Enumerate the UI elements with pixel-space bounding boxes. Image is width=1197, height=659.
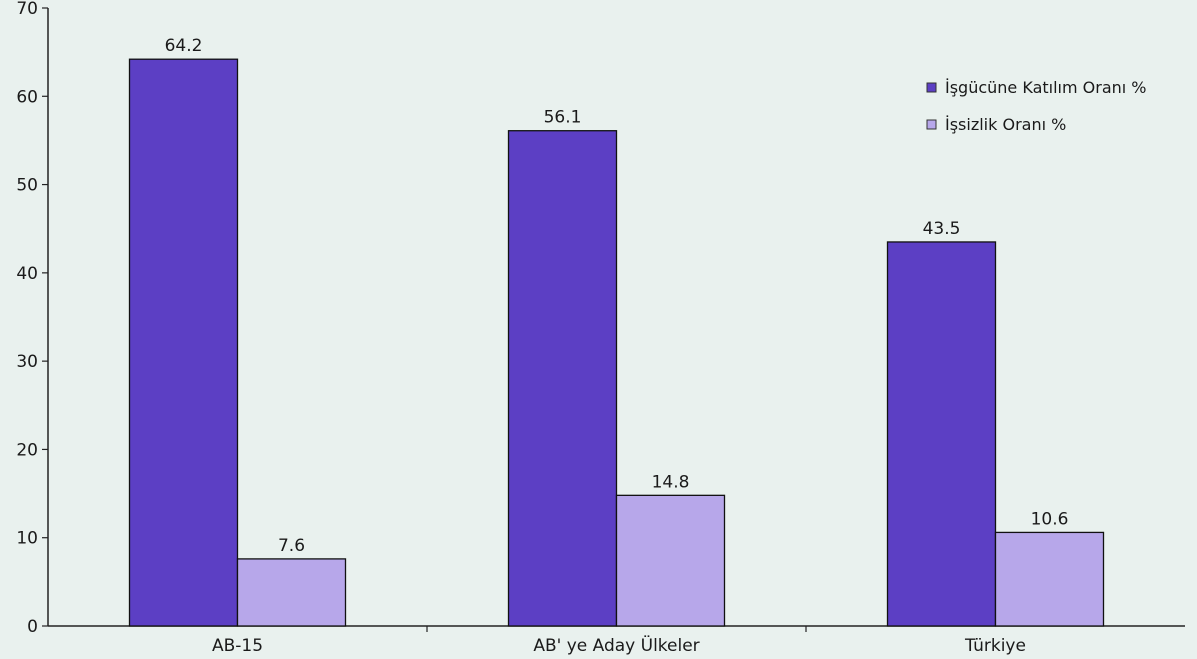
bar — [128, 58, 239, 627]
legend-swatch — [926, 119, 937, 130]
y-tick-label: 30 — [16, 352, 38, 372]
data-label: 10.6 — [1031, 509, 1069, 529]
data-label: 56.1 — [544, 108, 582, 128]
data-label: 43.5 — [923, 219, 961, 239]
labels: AB-15 64.2 7.6 AB' ye Aday Ülkeler 56.1 14.8 T… — [165, 36, 1069, 656]
bar — [994, 531, 1105, 627]
y-tick-label: 0 — [27, 617, 38, 637]
bar — [886, 241, 997, 627]
legend: İşgücüne Katılım Oranı % İşsizlik Oranı % — [926, 78, 1147, 134]
y-tick-label: 40 — [16, 264, 38, 284]
x-tick-label: AB' ye Aday Ülkeler — [533, 634, 699, 656]
bars — [128, 58, 1105, 627]
data-label: 64.2 — [165, 36, 203, 56]
y-tick-label: 10 — [16, 529, 38, 549]
bar — [236, 558, 347, 627]
legend-label: İşsizlik Oranı % — [945, 115, 1066, 134]
legend-label: İşgücüne Katılım Oranı % — [945, 78, 1147, 97]
y-tick-label: 50 — [16, 176, 38, 196]
data-label: 7.6 — [278, 536, 305, 556]
y-tick-label: 20 — [16, 440, 38, 460]
bar — [615, 494, 726, 627]
x-tick-label: Türkiye — [964, 636, 1026, 656]
y-tick-label: 60 — [16, 87, 38, 107]
data-label: 14.8 — [652, 472, 690, 492]
x-tick-label: AB-15 — [212, 636, 263, 656]
y-tick-label: 70 — [16, 0, 38, 19]
bar — [507, 130, 618, 627]
legend-swatch — [926, 82, 937, 93]
